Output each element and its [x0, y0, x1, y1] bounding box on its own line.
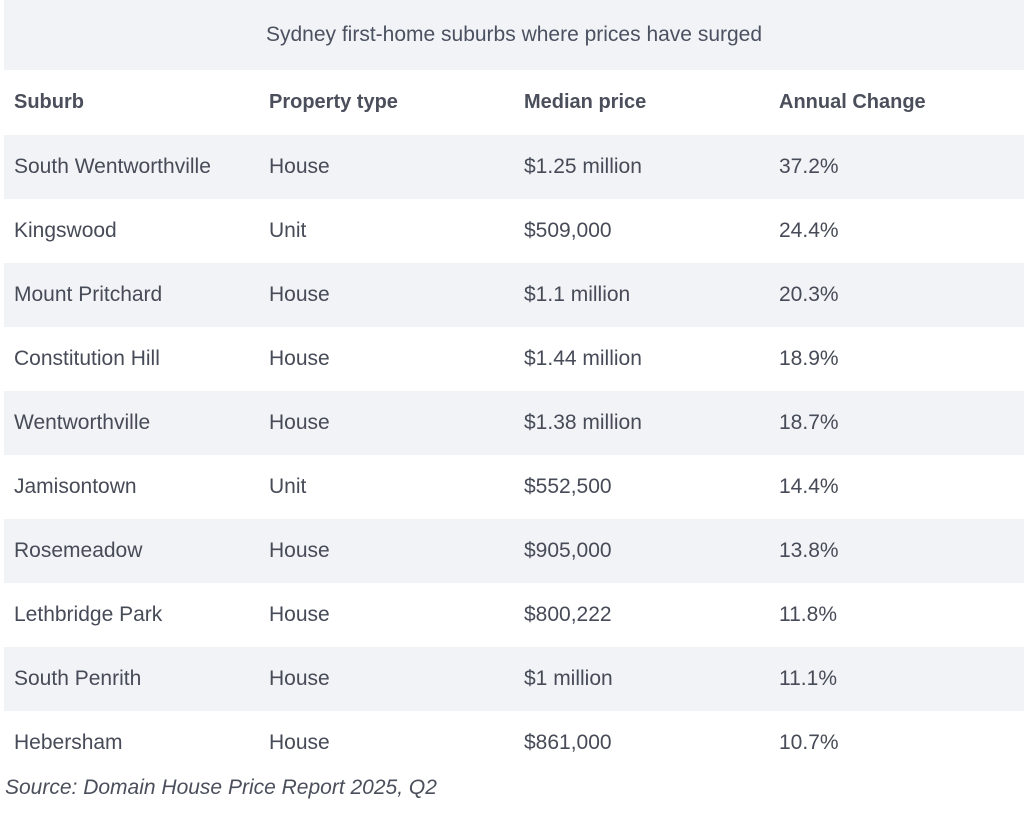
- table-row: Jamisontown Unit $552,500 14.4%: [4, 455, 1024, 519]
- cell-suburb: South Penrith: [14, 667, 142, 690]
- cell-property-type: House: [269, 603, 330, 626]
- cell-median-price: $1.1 million: [524, 283, 631, 306]
- cell-annual-change: 37.2%: [779, 155, 839, 178]
- column-header-suburb: Suburb: [14, 91, 84, 113]
- table-row: Constitution Hill House $1.44 million 18…: [4, 327, 1024, 391]
- cell-median-price: $1.44 million: [524, 347, 642, 370]
- cell-median-price: $905,000: [524, 539, 612, 562]
- cell-annual-change: 20.3%: [779, 283, 839, 306]
- cell-suburb: Wentworthville: [14, 411, 151, 434]
- table-row: Hebersham House $861,000 10.7%: [4, 711, 1024, 775]
- cell-annual-change: 10.7%: [779, 731, 839, 754]
- cell-annual-change: 24.4%: [779, 219, 839, 242]
- cell-suburb: Jamisontown: [14, 475, 137, 498]
- cell-median-price: $509,000: [524, 219, 612, 242]
- cell-property-type: House: [269, 155, 330, 178]
- cell-median-price: $1.25 million: [524, 155, 642, 178]
- table-row: South Wentworthville House $1.25 million…: [4, 135, 1024, 199]
- cell-property-type: House: [269, 411, 330, 434]
- price-table: Suburb Property type Median price Annual…: [4, 70, 1024, 775]
- cell-median-price: $1 million: [524, 667, 613, 690]
- table-row: South Penrith House $1 million 11.1%: [4, 647, 1024, 711]
- cell-suburb: Kingswood: [14, 219, 117, 242]
- cell-suburb: Rosemeadow: [14, 539, 143, 562]
- table-row: Mount Pritchard House $1.1 million 20.3%: [4, 263, 1024, 327]
- cell-annual-change: 13.8%: [779, 539, 839, 562]
- cell-suburb: Lethbridge Park: [14, 603, 163, 626]
- cell-annual-change: 18.9%: [779, 347, 839, 370]
- cell-property-type: House: [269, 347, 330, 370]
- cell-suburb: Hebersham: [14, 731, 123, 754]
- column-header-median-price: Median price: [524, 91, 647, 113]
- cell-annual-change: 18.7%: [779, 411, 839, 434]
- cell-annual-change: 11.8%: [779, 603, 837, 626]
- cell-median-price: $552,500: [524, 475, 612, 498]
- cell-property-type: House: [269, 731, 330, 754]
- column-header-annual-change: Annual Change: [779, 91, 926, 113]
- table-row: Wentworthville House $1.38 million 18.7%: [4, 391, 1024, 455]
- cell-property-type: House: [269, 667, 330, 690]
- cell-suburb: Constitution Hill: [14, 347, 160, 370]
- cell-property-type: House: [269, 283, 330, 306]
- cell-property-type: Unit: [269, 219, 307, 242]
- table-title: Sydney first-home suburbs where prices h…: [4, 0, 1024, 70]
- cell-annual-change: 14.4%: [779, 475, 839, 498]
- price-table-container: Sydney first-home suburbs where prices h…: [4, 0, 1024, 775]
- cell-median-price: $861,000: [524, 731, 612, 754]
- cell-suburb: Mount Pritchard: [14, 283, 163, 306]
- cell-annual-change: 11.1%: [779, 667, 837, 690]
- table-row: Kingswood Unit $509,000 24.4%: [4, 199, 1024, 263]
- cell-property-type: House: [269, 539, 330, 562]
- table-row: Rosemeadow House $905,000 13.8%: [4, 519, 1024, 583]
- cell-median-price: $800,222: [524, 603, 612, 626]
- cell-median-price: $1.38 million: [524, 411, 642, 434]
- source-caption: Source: Domain House Price Report 2025, …: [5, 776, 437, 799]
- cell-property-type: Unit: [269, 475, 307, 498]
- column-header-property-type: Property type: [269, 91, 398, 113]
- cell-suburb: South Wentworthville: [14, 155, 211, 178]
- table-row: Lethbridge Park House $800,222 11.8%: [4, 583, 1024, 647]
- table-header-row: Suburb Property type Median price Annual…: [4, 70, 1024, 135]
